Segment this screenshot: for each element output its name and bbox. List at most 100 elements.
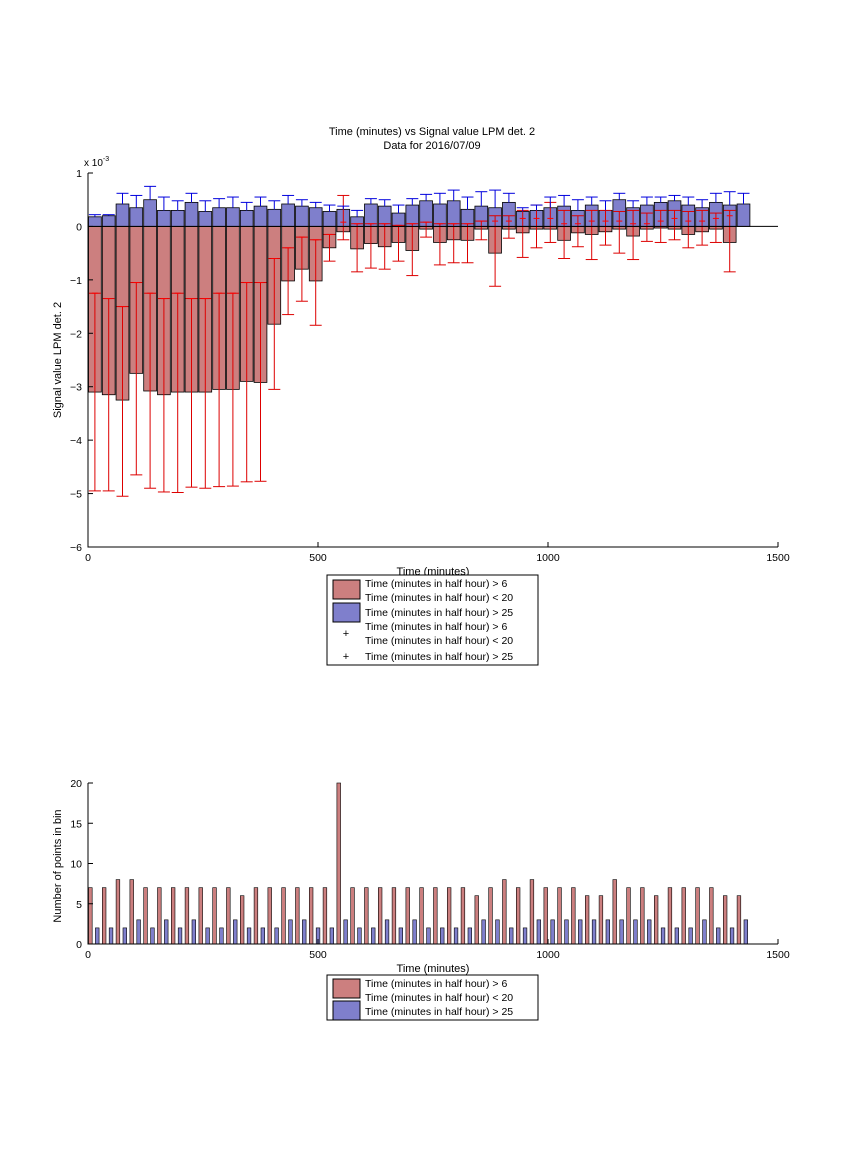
count-bar-series-2 — [743, 919, 748, 945]
legend-label: Time (minutes in half hour) > 6 — [365, 578, 507, 590]
count-bar-series-2 — [205, 927, 210, 945]
bar-series-2 — [157, 209, 171, 227]
count-bar-series-2 — [495, 919, 500, 945]
legend-swatch-red — [332, 978, 361, 999]
y-exponent-power: -3 — [103, 156, 109, 163]
y-axis-label-top: Signal value LPM det. 2 — [52, 302, 64, 418]
count-bar-series-1 — [515, 887, 521, 945]
x-tick-label: 1000 — [536, 949, 560, 961]
count-bar-series-1 — [502, 879, 507, 945]
bar-series-2 — [736, 203, 751, 227]
count-bar-series-1 — [336, 782, 341, 945]
count-bar-series-1 — [433, 887, 438, 945]
count-bar-series-1 — [281, 887, 286, 945]
count-bar-series-1 — [405, 887, 410, 945]
legend-label: Time (minutes in half hour) > 25 — [365, 651, 513, 663]
count-bar-series-2 — [467, 927, 472, 945]
bar-series-2 — [405, 204, 420, 227]
x-tick-label: 1000 — [536, 552, 560, 564]
count-bar-series-2 — [578, 919, 583, 945]
count-bar-series-2 — [302, 919, 307, 945]
count-bar-series-1 — [474, 895, 479, 945]
count-bar-series-2 — [426, 927, 431, 945]
count-bar-series-1 — [157, 887, 162, 945]
bar-series-2 — [88, 216, 102, 227]
legend-swatch-blue — [332, 1000, 361, 1021]
count-bar-series-1 — [322, 887, 328, 945]
count-bar-series-2 — [729, 927, 735, 945]
count-bar-series-1 — [612, 879, 617, 945]
count-bar-series-2 — [343, 919, 348, 945]
bar-series-2 — [115, 203, 130, 227]
count-bar-series-1 — [557, 887, 562, 945]
bar-series-2 — [267, 208, 282, 227]
count-bar-series-2 — [440, 927, 445, 945]
count-bar-series-2 — [647, 919, 652, 945]
count-bar-series-1 — [695, 887, 700, 945]
chart-title: Time (minutes) vs Signal value LPM det. … — [329, 126, 535, 138]
count-bar-series-2 — [260, 927, 265, 945]
count-bar-series-2 — [164, 919, 169, 945]
count-bar-series-2 — [412, 919, 417, 945]
y-tick-label: 20 — [70, 778, 82, 790]
bar-series-2 — [184, 201, 199, 227]
x-tick-label: 500 — [309, 552, 327, 564]
legend-top: Time (minutes in half hour) > 6 Time (mi… — [326, 574, 539, 666]
y-tick-label: −1 — [70, 275, 82, 287]
bar-series-2 — [281, 203, 295, 227]
count-bar-series-2 — [219, 927, 224, 945]
legend-swatch-blue — [332, 602, 361, 623]
count-bar-series-2 — [564, 919, 569, 945]
count-bar-series-2 — [633, 919, 638, 945]
count-bar-series-2 — [481, 919, 486, 945]
count-bar-series-1 — [446, 887, 452, 945]
count-bar-series-2 — [122, 927, 127, 945]
bar-series-2 — [198, 211, 213, 227]
bar-series-2 — [322, 211, 337, 227]
count-bar-series-1 — [143, 887, 148, 945]
count-bar-series-1 — [240, 895, 245, 945]
count-bar-series-1 — [391, 887, 397, 945]
y-tick-label: −3 — [70, 382, 82, 394]
count-bar-series-1 — [722, 895, 728, 945]
count-bar-series-2 — [550, 919, 555, 945]
count-bar-series-1 — [584, 895, 590, 945]
legend-label: Time (minutes in half hour) < 20 — [365, 992, 513, 1004]
y-tick-label: 10 — [70, 859, 82, 871]
legend-label: Time (minutes in half hour) > 25 — [365, 1006, 513, 1018]
count-bar-series-1 — [419, 887, 424, 945]
y-exponent-label: x 10-3 — [84, 156, 109, 169]
count-bar-series-1 — [226, 887, 231, 945]
count-bar-series-1 — [640, 887, 645, 945]
y-tick-label: 15 — [70, 818, 82, 830]
bar-series-2 — [295, 205, 309, 227]
count-bar-series-1 — [364, 887, 369, 945]
count-bar-series-1 — [377, 887, 383, 945]
count-bar-series-2 — [95, 927, 100, 945]
count-bar-series-1 — [129, 879, 134, 945]
count-bar-series-2 — [674, 927, 679, 945]
legend-swatch-red — [332, 579, 361, 600]
count-bar-series-1 — [626, 887, 631, 945]
count-bar-series-1 — [460, 887, 466, 945]
count-bar-series-1 — [88, 887, 93, 945]
count-bar-series-2 — [329, 927, 334, 945]
count-bar-series-2 — [702, 919, 707, 945]
count-bar-series-2 — [246, 927, 252, 945]
bar-series-2 — [253, 205, 268, 227]
count-bar-series-2 — [371, 927, 376, 945]
count-bar-series-1 — [198, 887, 203, 945]
y-axis-label-bottom: Number of points in bin — [52, 809, 64, 922]
bar-series-2 — [170, 209, 185, 227]
count-bar-series-1 — [295, 887, 300, 945]
count-bar-series-2 — [619, 919, 624, 945]
x-tick-label: 1500 — [766, 949, 790, 961]
bar-series-2 — [212, 207, 226, 227]
count-bar-series-2 — [357, 927, 362, 945]
count-bar-series-2 — [509, 927, 514, 945]
count-bar-series-1 — [598, 895, 604, 945]
y-tick-label: 5 — [76, 899, 82, 911]
count-bar-series-2 — [384, 919, 390, 945]
count-bar-series-1 — [667, 887, 673, 945]
